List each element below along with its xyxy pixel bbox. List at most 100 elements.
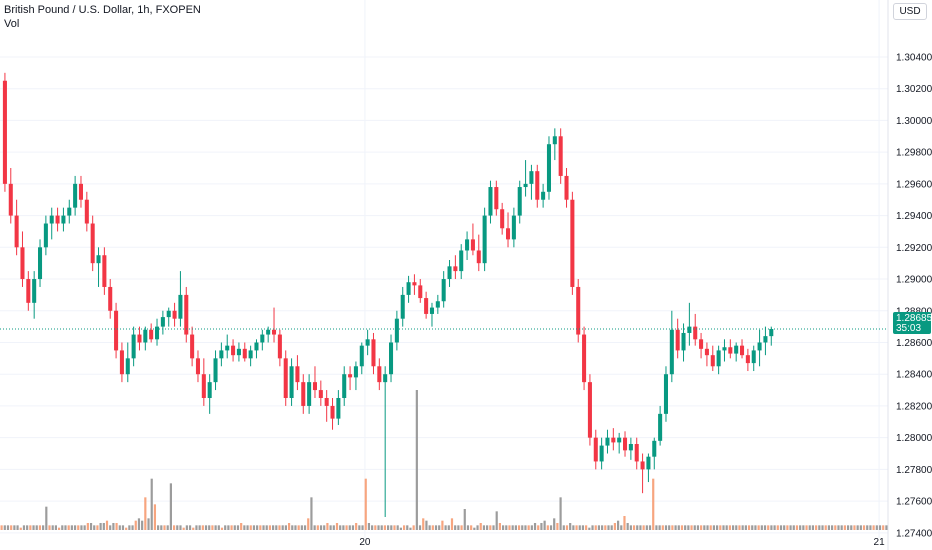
candle: [599, 437, 604, 470]
volume-bar: [808, 525, 811, 530]
candle: [342, 366, 347, 406]
candle-body: [172, 310, 177, 319]
volume-bar: [399, 527, 402, 530]
volume-bar: [821, 525, 824, 530]
candle: [400, 286, 405, 327]
volume-bar: [862, 525, 866, 530]
candle-body: [541, 191, 546, 200]
volume-bar: [224, 525, 227, 530]
candle-body: [318, 390, 323, 398]
candle: [266, 326, 271, 343]
candle-body: [564, 175, 569, 200]
volume-bar: [393, 525, 396, 530]
volume-bar: [380, 525, 383, 530]
candle: [435, 294, 440, 314]
currency-button[interactable]: USD: [893, 3, 927, 20]
candle: [166, 307, 171, 327]
volume-bar: [853, 525, 856, 530]
candle-body: [73, 183, 78, 208]
candle-body: [61, 215, 66, 224]
candle: [412, 274, 417, 295]
candle-body: [14, 215, 19, 248]
volume-bar: [533, 523, 537, 530]
candle: [546, 136, 551, 200]
candle: [143, 326, 148, 351]
candle: [377, 358, 382, 391]
symbol-title[interactable]: British Pound / U.S. Dollar, 1h, FXOPEN: [4, 4, 201, 16]
candle: [453, 255, 458, 280]
candle-body: [617, 437, 622, 443]
volume-bar: [307, 518, 310, 530]
volume-bar: [466, 525, 470, 530]
volume-bar: [109, 525, 112, 530]
volume-bar: [501, 525, 505, 530]
candle-body: [663, 374, 668, 414]
volume-bar: [96, 525, 99, 530]
price-tick-label: 1.29800: [896, 148, 932, 159]
volume-bar: [546, 525, 549, 530]
volume-bar: [22, 525, 26, 530]
time-axis[interactable]: 202124252627283118:00: [359, 537, 932, 548]
volume-bar: [700, 525, 703, 530]
candle: [190, 326, 195, 367]
candle: [769, 326, 774, 346]
volume-bar: [878, 525, 882, 530]
price-axis[interactable]: 1.27400 1.27600 1.27800 1.28000 1.28200 1.284…: [887, 0, 932, 550]
volume-bar: [591, 525, 594, 530]
volume-bar: [374, 525, 377, 530]
volume-bar: [115, 523, 118, 530]
candle-body: [96, 255, 101, 264]
volume-bar: [441, 520, 444, 530]
volume-bar: [486, 525, 489, 530]
volume-bar: [773, 525, 776, 530]
candle-body: [359, 345, 364, 367]
candle: [20, 231, 25, 287]
volume-bar: [668, 525, 671, 530]
candle: [634, 437, 639, 470]
candle: [272, 307, 277, 343]
volume-bar: [754, 525, 757, 530]
candle-body: [459, 250, 464, 272]
candle: [447, 260, 452, 287]
volume-bar: [850, 525, 853, 530]
volume-bar: [741, 525, 744, 530]
candle-body: [213, 358, 218, 383]
candle-body: [593, 437, 598, 462]
volume-bar: [757, 525, 760, 530]
volume-bar: [492, 525, 495, 530]
candle-body: [102, 255, 107, 287]
volume-bar: [35, 525, 38, 530]
volume-bar: [150, 478, 153, 530]
candle-body: [389, 342, 394, 375]
candle-body: [599, 445, 604, 462]
volume-bar: [198, 525, 201, 530]
candle-body: [371, 339, 376, 367]
volume-bar: [38, 525, 42, 530]
volume-bar: [361, 525, 364, 530]
candle-body: [301, 382, 306, 406]
candle: [704, 342, 709, 367]
candle: [558, 128, 563, 184]
candle: [394, 310, 399, 351]
candle: [424, 291, 429, 319]
volume-bar: [89, 523, 93, 530]
candle: [441, 271, 446, 308]
candle-body: [482, 215, 487, 264]
volume-bar: [613, 523, 616, 530]
volume-bar: [390, 525, 393, 530]
volume-bar: [763, 525, 767, 530]
volume-bar: [540, 523, 543, 530]
volume-bar: [508, 525, 511, 530]
volume-bar: [629, 525, 632, 530]
candle-body: [447, 266, 452, 280]
volume-bar: [687, 525, 690, 530]
candle: [201, 358, 206, 406]
volume-bar: [866, 525, 869, 530]
volume-bar: [73, 525, 77, 530]
candle: [470, 223, 475, 256]
price-tick-label: 1.29000: [896, 275, 932, 286]
candle-body: [236, 348, 241, 356]
volume-indicator-label[interactable]: Vol: [4, 18, 20, 30]
candle: [125, 342, 130, 383]
